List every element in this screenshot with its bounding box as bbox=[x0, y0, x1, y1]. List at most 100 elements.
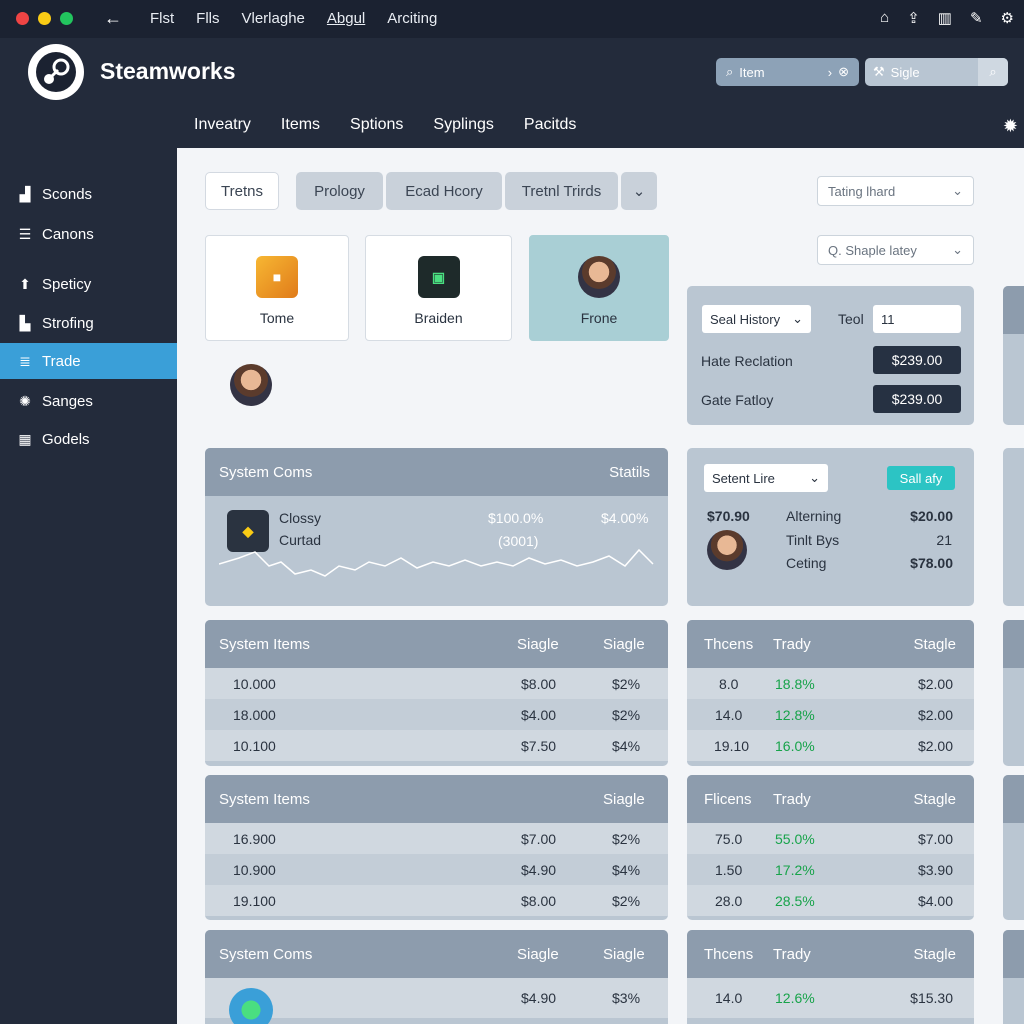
brush-icon[interactable]: ✎ bbox=[969, 10, 983, 27]
rating-filter-select[interactable]: Tating lhard ⌄ bbox=[817, 176, 974, 206]
item-card-frone[interactable]: Frone bbox=[529, 235, 669, 341]
sell-all-button[interactable]: Sall afy bbox=[887, 466, 955, 490]
sigle-search-placeholder: Sigle bbox=[890, 64, 920, 80]
sidebar-item-trade[interactable]: ≣ Trade bbox=[0, 343, 177, 379]
clipped-panel bbox=[1003, 286, 1024, 425]
cell: $2% bbox=[612, 830, 641, 847]
sidebar-item-speticy[interactable]: ⬆ Speticy bbox=[0, 266, 177, 302]
search-button[interactable]: ⌕ bbox=[978, 58, 1008, 86]
column-header: Stagle bbox=[913, 945, 956, 963]
brand-name: Steamworks bbox=[100, 58, 236, 84]
cell: 19.100 bbox=[233, 892, 276, 909]
setent-value: Setent Lire bbox=[712, 470, 775, 486]
upload-icon[interactable]: ⇪ bbox=[907, 10, 920, 27]
system-coms-table: System Coms Siagle Siagle $4.90 $3% bbox=[205, 930, 668, 1024]
table-row[interactable]: 18.000 $4.00 $2% bbox=[205, 699, 668, 730]
sidebar-item-canons[interactable]: ☰ Canons bbox=[0, 216, 177, 252]
table-row[interactable]: 10.000 $8.00 $2% bbox=[205, 668, 668, 699]
menu-item-files[interactable]: Flls bbox=[196, 10, 220, 27]
panel-icon[interactable]: ▥ bbox=[937, 10, 952, 27]
table-header: Flicens Trady Stagle bbox=[687, 775, 974, 823]
titlebar-icons: ⌂ ⇪ ▥ ✎ ⚙ bbox=[880, 9, 1014, 27]
home-icon[interactable]: ⌂ bbox=[880, 9, 890, 26]
tabs-chevron-down-icon[interactable]: ⌄ bbox=[621, 172, 657, 210]
chart-icon: ▙ bbox=[19, 314, 31, 331]
sidebar-item-label: Trade bbox=[42, 352, 81, 370]
card-label: Frone bbox=[580, 310, 618, 326]
cell: 16.0% bbox=[775, 737, 815, 754]
table-row[interactable]: 16.900 $7.00 $2% bbox=[205, 823, 668, 854]
player-avatar bbox=[707, 530, 747, 570]
trady-table: Thcens Trady Stagle 14.0 12.6% $15.30 bbox=[687, 930, 974, 1024]
sidebar-item-godels[interactable]: ▦ Godels bbox=[0, 421, 177, 457]
row-label: Ceting bbox=[786, 555, 827, 571]
nav-syplings[interactable]: Syplings bbox=[433, 116, 494, 133]
cell: 17.2% bbox=[775, 861, 815, 878]
gate-fatloy-value: $239.00 bbox=[873, 385, 961, 413]
tab-trends[interactable]: Tretns bbox=[205, 172, 279, 210]
column-header: Thcens bbox=[704, 635, 754, 653]
sidebar-item-strofing[interactable]: ▙ Strofing bbox=[0, 305, 177, 341]
table-row[interactable]: 10.900 $4.90 $4% bbox=[205, 854, 668, 885]
table-row[interactable]: 10.100 $7.50 $4% bbox=[205, 730, 668, 761]
gear-icon[interactable]: ✹ bbox=[1002, 116, 1018, 136]
item-search-input[interactable]: ⌕ Item › ⊗ bbox=[716, 58, 859, 86]
setent-panel: Setent Lire ⌄ Sall afy $70.90 Alterning $… bbox=[687, 448, 974, 606]
menu-bar: Flst Flls Vlerlaghe Abgul Arciting bbox=[148, 10, 439, 27]
arrow-up-icon: ⬆ bbox=[19, 275, 31, 292]
setent-select[interactable]: Setent Lire ⌄ bbox=[704, 464, 828, 492]
minimize-window-button[interactable] bbox=[38, 12, 51, 25]
menu-item-view[interactable]: Vlerlaghe bbox=[241, 10, 305, 27]
column-header: Siagle bbox=[603, 945, 645, 963]
trade-history-panel: Seal History ⌄ Teol 11 Hate Reclation $23… bbox=[687, 286, 974, 425]
table-row[interactable]: 8.0 18.8% $2.00 bbox=[687, 668, 974, 699]
menu-item-file[interactable]: Flst bbox=[150, 10, 175, 27]
column-header: Stagle bbox=[913, 635, 956, 653]
settings-icon[interactable]: ⚙ bbox=[1000, 10, 1014, 27]
table-row[interactable]: 19.100 $8.00 $2% bbox=[205, 885, 668, 916]
table-row[interactable]: 14.0 12.8% $2.00 bbox=[687, 699, 974, 730]
cell: $3% bbox=[612, 990, 641, 1006]
cell: 12.6% bbox=[775, 990, 815, 1006]
steam-logo-icon bbox=[28, 44, 84, 100]
item-card-tome[interactable]: ■ Tome bbox=[205, 235, 349, 341]
table-row[interactable]: 28.0 28.5% $4.00 bbox=[687, 885, 974, 916]
menu-item-archive[interactable]: Arciting bbox=[387, 10, 438, 27]
nav-items[interactable]: Items bbox=[280, 116, 321, 133]
tool-value-input[interactable]: 11 bbox=[873, 305, 961, 333]
clear-icon[interactable]: ⊗ bbox=[838, 64, 849, 79]
nav-options[interactable]: Sptions bbox=[350, 116, 404, 133]
table-row[interactable]: $4.90 $3% bbox=[205, 978, 668, 1024]
sigle-search-input[interactable]: ⚒ Sigle ⌕ bbox=[865, 58, 1008, 86]
sidebar-item-sanges[interactable]: ✺ Sanges bbox=[0, 383, 177, 419]
column-header: Siagle bbox=[517, 635, 559, 653]
table-header: Thcens Trady Stagle bbox=[687, 620, 974, 668]
back-arrow-icon[interactable]: ← bbox=[104, 8, 122, 28]
tab-ecad-history[interactable]: Ecad Hcory bbox=[386, 172, 502, 210]
sidebar-item-sconds[interactable]: ▟ Sconds bbox=[0, 176, 177, 212]
sidebar-item-label: Speticy bbox=[42, 275, 92, 293]
cell: $15.30 bbox=[910, 990, 953, 1006]
nav-pacitds[interactable]: Pacitds bbox=[523, 116, 577, 133]
clipped-panel-header bbox=[1003, 286, 1024, 334]
item-label: Curtad bbox=[279, 532, 322, 548]
table-row[interactable]: 19.10 16.0% $2.00 bbox=[687, 730, 974, 761]
item-card-braiden[interactable]: ▣ Braiden bbox=[365, 235, 512, 341]
tab-prology[interactable]: Prology bbox=[296, 172, 383, 210]
tab-trend-trirds[interactable]: Tretnl Trirds bbox=[505, 172, 618, 210]
system-items-table: System Items Siagle 16.900 $7.00 $2% 10.90… bbox=[205, 775, 668, 920]
system-items-table: System Items Siagle Siagle 10.000 $8.00 $2… bbox=[205, 620, 668, 766]
table-row[interactable]: 1.50 17.2% $3.90 bbox=[687, 854, 974, 885]
menu-item-about[interactable]: Abgul bbox=[326, 10, 366, 27]
table-row[interactable]: 14.0 12.6% $15.30 bbox=[687, 978, 974, 1018]
user-avatar[interactable] bbox=[230, 364, 272, 406]
shaple-filter-select[interactable]: Q. Shaple latey ⌄ bbox=[817, 235, 974, 265]
cell: 10.100 bbox=[233, 737, 276, 754]
gate-fatloy-label: Gate Fatloy bbox=[701, 392, 774, 408]
maximize-window-button[interactable] bbox=[60, 12, 73, 25]
close-window-button[interactable] bbox=[16, 12, 29, 25]
seal-history-select[interactable]: Seal History ⌄ bbox=[702, 305, 811, 333]
nav-inventory[interactable]: Inveatry bbox=[194, 116, 251, 133]
table-row[interactable]: 75.0 55.0% $7.00 bbox=[687, 823, 974, 854]
cell: $7.00 bbox=[521, 830, 557, 847]
